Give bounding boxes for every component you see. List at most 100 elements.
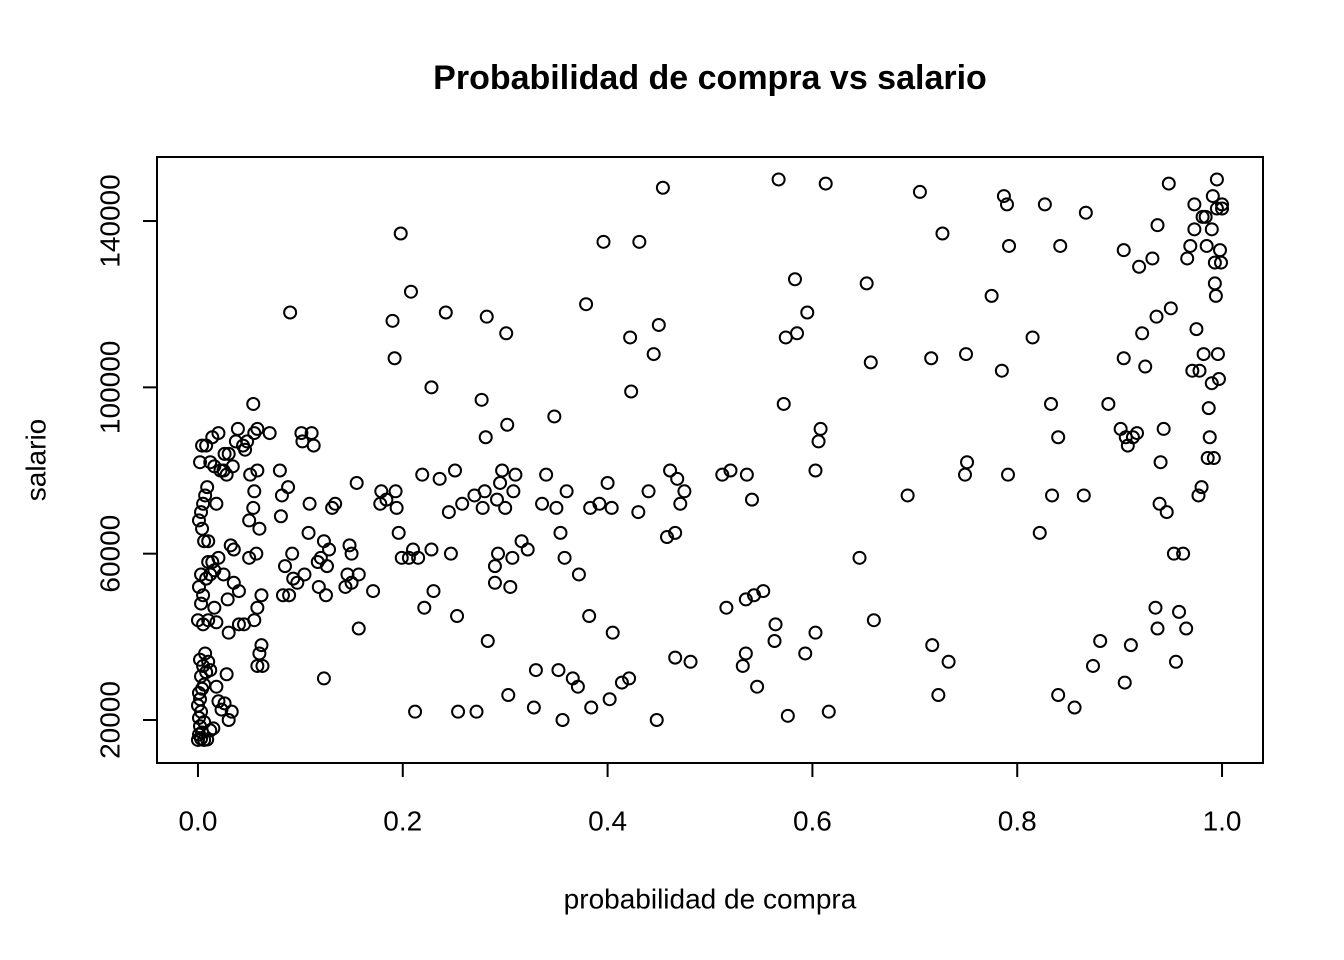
point [1156, 421, 1171, 436]
point [379, 492, 394, 507]
point [344, 575, 359, 590]
point [487, 575, 502, 590]
point [328, 496, 343, 511]
point [1200, 451, 1215, 466]
point [1215, 201, 1230, 216]
point [493, 475, 508, 490]
point [1159, 505, 1174, 520]
point [539, 467, 554, 482]
point [514, 534, 529, 549]
point [195, 521, 210, 536]
y-tick-label: 60000 [94, 515, 125, 593]
point [489, 492, 504, 507]
point [448, 463, 463, 478]
point [1168, 654, 1183, 669]
point [1150, 218, 1165, 233]
point [778, 330, 793, 345]
point [209, 679, 224, 694]
x-tick-label: 0.2 [383, 805, 422, 836]
y-tick-label: 20000 [94, 681, 125, 759]
point [498, 500, 513, 515]
point [501, 688, 516, 703]
point [306, 438, 321, 453]
point [262, 426, 277, 441]
chart-title: Probabilidad de compra vs salario [433, 59, 987, 97]
point [571, 567, 586, 582]
point [301, 525, 316, 540]
point [960, 455, 975, 470]
point [866, 613, 881, 628]
point [570, 679, 585, 694]
point [605, 625, 620, 640]
point [859, 276, 874, 291]
point [941, 654, 956, 669]
point [659, 530, 674, 545]
point [475, 500, 490, 515]
point [250, 463, 265, 478]
point [528, 663, 543, 678]
point [957, 467, 972, 482]
point [852, 550, 867, 565]
point [1185, 363, 1200, 378]
point [1130, 426, 1145, 441]
point [1206, 451, 1221, 466]
point [477, 484, 492, 499]
point [455, 496, 470, 511]
point [246, 500, 261, 515]
point [1037, 197, 1052, 212]
point [1101, 396, 1116, 411]
point [1179, 621, 1194, 636]
point [1192, 363, 1207, 378]
point [499, 326, 514, 341]
point [1207, 276, 1222, 291]
point [767, 633, 782, 648]
point [503, 579, 518, 594]
point [278, 559, 293, 574]
point [520, 542, 535, 557]
point [738, 592, 753, 607]
point [787, 272, 802, 287]
point [285, 546, 300, 561]
point [196, 496, 211, 511]
point [391, 525, 406, 540]
point [1149, 309, 1164, 324]
point [221, 712, 236, 727]
point [506, 484, 521, 499]
point [1161, 176, 1176, 191]
point [500, 417, 515, 432]
point [596, 234, 611, 249]
point [424, 542, 439, 557]
point [651, 317, 666, 332]
point [401, 550, 416, 565]
point [196, 588, 211, 603]
point [1135, 326, 1150, 341]
point [1215, 197, 1230, 212]
point [623, 330, 638, 345]
point [272, 463, 287, 478]
point [1053, 238, 1068, 253]
point [385, 313, 400, 328]
point [924, 351, 939, 366]
point [771, 172, 786, 187]
point [808, 463, 823, 478]
point [274, 488, 289, 503]
point [790, 326, 805, 341]
point [1145, 251, 1160, 266]
point [1166, 546, 1181, 561]
point [487, 559, 502, 574]
point [254, 638, 269, 653]
point [450, 609, 465, 624]
point [555, 712, 570, 727]
point [201, 654, 216, 669]
point [220, 592, 235, 607]
point [389, 500, 404, 515]
y-tick-label: 100000 [94, 341, 125, 434]
point [553, 525, 568, 540]
point [246, 396, 261, 411]
point [474, 392, 489, 407]
point [776, 396, 791, 411]
point [1211, 372, 1226, 387]
point [1002, 238, 1017, 253]
point [302, 496, 317, 511]
